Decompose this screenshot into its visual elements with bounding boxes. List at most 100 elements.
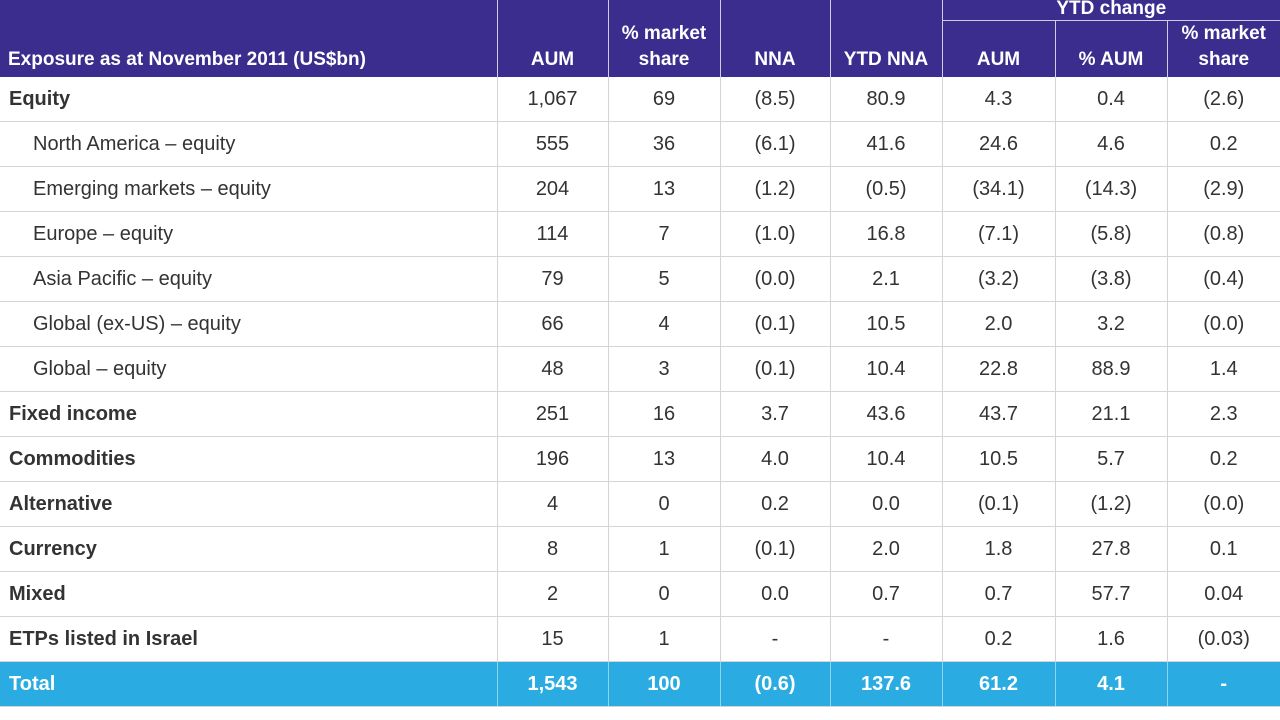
cell: 100 bbox=[607, 661, 720, 707]
row-label: Emerging markets – equity bbox=[0, 166, 497, 212]
header-cell: YTD NNA bbox=[829, 0, 942, 77]
cell: 10.5 bbox=[829, 301, 942, 347]
cell: (5.8) bbox=[1054, 211, 1167, 257]
header-cell: % market share bbox=[1166, 20, 1280, 77]
group-header: YTD change bbox=[941, 0, 1280, 21]
cell: 0.0 bbox=[719, 571, 830, 617]
cell: 0 bbox=[607, 571, 720, 617]
cell: 13 bbox=[607, 436, 720, 482]
cell: 41.6 bbox=[829, 121, 942, 167]
cell: 2 bbox=[496, 571, 608, 617]
cell: (0.5) bbox=[829, 166, 942, 212]
cell: 10.4 bbox=[829, 436, 942, 482]
row-label: Equity bbox=[0, 77, 497, 122]
table-row: Asia Pacific – equity 79 5 (0.0) 2.1 (3.2) (3.… bbox=[0, 256, 1280, 302]
cell: (2.9) bbox=[1166, 166, 1280, 212]
cell: 13 bbox=[607, 166, 720, 212]
cell: 2.0 bbox=[829, 526, 942, 572]
cell: 21.1 bbox=[1054, 391, 1167, 437]
cell: (0.1) bbox=[719, 301, 830, 347]
row-label: Europe – equity bbox=[0, 211, 497, 257]
row-label: Global – equity bbox=[0, 346, 497, 392]
cell: 10.4 bbox=[829, 346, 942, 392]
cell: (1.2) bbox=[1054, 481, 1167, 527]
cell: 1.6 bbox=[1054, 616, 1167, 662]
cell: (8.5) bbox=[719, 77, 830, 122]
cell: 196 bbox=[496, 436, 608, 482]
header-cell: AUM bbox=[941, 20, 1055, 77]
cell: - bbox=[1166, 661, 1280, 707]
row-label: Total bbox=[0, 661, 497, 707]
cell: 66 bbox=[496, 301, 608, 347]
cell: 0 bbox=[607, 481, 720, 527]
cell: 43.7 bbox=[941, 391, 1055, 437]
cell: 1.4 bbox=[1166, 346, 1280, 392]
cell: (0.6) bbox=[719, 661, 830, 707]
cell: 2.3 bbox=[1166, 391, 1280, 437]
cell: 251 bbox=[496, 391, 608, 437]
row-label: Asia Pacific – equity bbox=[0, 256, 497, 302]
header-cell: AUM bbox=[496, 0, 608, 77]
cell: 4.1 bbox=[1054, 661, 1167, 707]
cell: (0.0) bbox=[1166, 301, 1280, 347]
row-label: Global (ex-US) – equity bbox=[0, 301, 497, 347]
cell: 3 bbox=[607, 346, 720, 392]
row-label: Alternative bbox=[0, 481, 497, 527]
cell: (3.8) bbox=[1054, 256, 1167, 302]
cell: 4.0 bbox=[719, 436, 830, 482]
cell: 5.7 bbox=[1054, 436, 1167, 482]
table-row: Fixed income 251 16 3.7 43.6 43.7 21.1 2.3 bbox=[0, 391, 1280, 437]
cell: (6.1) bbox=[719, 121, 830, 167]
cell: 2.0 bbox=[941, 301, 1055, 347]
table-body: Equity 1,067 69 (8.5) 80.9 4.3 0.4 (2.6) North A… bbox=[0, 77, 1280, 707]
cell: 57.7 bbox=[1054, 571, 1167, 617]
cell: (1.2) bbox=[719, 166, 830, 212]
cell: (0.03) bbox=[1166, 616, 1280, 662]
header-row: Exposure as at November 2011 (US$bn) AUM%… bbox=[0, 0, 1280, 77]
cell: 22.8 bbox=[941, 346, 1055, 392]
cell: (0.1) bbox=[719, 526, 830, 572]
cell: 3.7 bbox=[719, 391, 830, 437]
header-cell: % AUM bbox=[1054, 20, 1167, 77]
cell: 79 bbox=[496, 256, 608, 302]
cell: (0.1) bbox=[941, 481, 1055, 527]
cell: 8 bbox=[496, 526, 608, 572]
cell: 3.2 bbox=[1054, 301, 1167, 347]
cell: 0.2 bbox=[1166, 121, 1280, 167]
table-row: North America – equity 555 36 (6.1) 41.6 24.6… bbox=[0, 121, 1280, 167]
cell: 0.0 bbox=[829, 481, 942, 527]
cell: 0.2 bbox=[941, 616, 1055, 662]
row-label: North America – equity bbox=[0, 121, 497, 167]
header-cell: % market share bbox=[607, 0, 720, 77]
cell: 27.8 bbox=[1054, 526, 1167, 572]
cell: - bbox=[829, 616, 942, 662]
table-row: Equity 1,067 69 (8.5) 80.9 4.3 0.4 (2.6) bbox=[0, 77, 1280, 122]
row-label: Currency bbox=[0, 526, 497, 572]
cell: 36 bbox=[607, 121, 720, 167]
cell: 2.1 bbox=[829, 256, 942, 302]
table-row: Global (ex-US) – equity 66 4 (0.1) 10.5 2.0 3.… bbox=[0, 301, 1280, 347]
cell: (0.0) bbox=[719, 256, 830, 302]
cell: 1 bbox=[607, 616, 720, 662]
row-label: Commodities bbox=[0, 436, 497, 482]
table-row: Emerging markets – equity 204 13 (1.2) (0.5)… bbox=[0, 166, 1280, 212]
cell: 15 bbox=[496, 616, 608, 662]
cell: 24.6 bbox=[941, 121, 1055, 167]
cell: (0.1) bbox=[719, 346, 830, 392]
table-row: Currency 8 1 (0.1) 2.0 1.8 27.8 0.1 bbox=[0, 526, 1280, 572]
cell: 43.6 bbox=[829, 391, 942, 437]
cell: 137.6 bbox=[829, 661, 942, 707]
row-label: Mixed bbox=[0, 571, 497, 617]
cell: 204 bbox=[496, 166, 608, 212]
cell: (14.3) bbox=[1054, 166, 1167, 212]
cell: 1.8 bbox=[941, 526, 1055, 572]
cell: 555 bbox=[496, 121, 608, 167]
cell: 7 bbox=[607, 211, 720, 257]
cell: 1 bbox=[607, 526, 720, 572]
table-row: Mixed 2 0 0.0 0.7 0.7 57.7 0.04 bbox=[0, 571, 1280, 617]
table-row: Alternative 4 0 0.2 0.0 (0.1) (1.2) (0.0) bbox=[0, 481, 1280, 527]
cell: (0.8) bbox=[1166, 211, 1280, 257]
cell: 10.5 bbox=[941, 436, 1055, 482]
